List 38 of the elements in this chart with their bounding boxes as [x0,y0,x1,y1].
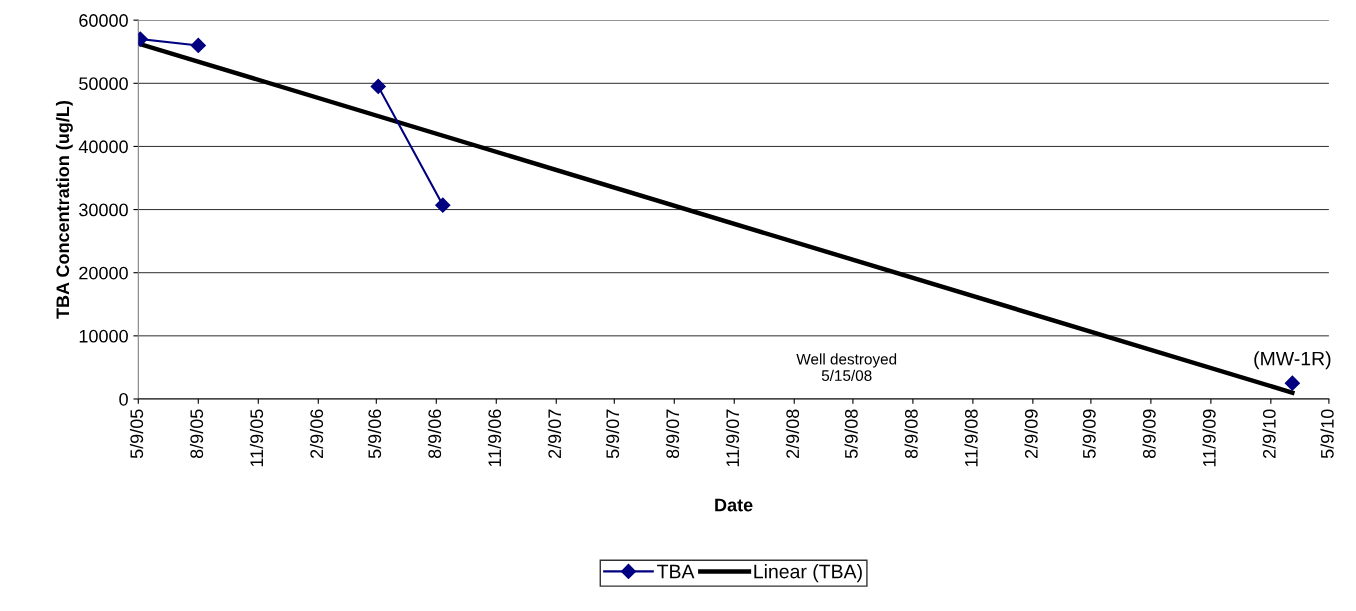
y-tick-label: 10000 [79,329,128,343]
y-tick-label: 40000 [78,140,128,154]
y-tick-label: 20000 [79,266,128,280]
x-tick-label: 5/9/08 [844,409,858,459]
x-tick-label: 8/9/07 [665,409,680,459]
legend-label: Linear (TBA) [754,564,862,583]
x-tick-label: 2/9/10 [1262,409,1276,458]
y-tick-label: 60000 [79,14,128,27]
point [190,37,206,53]
point [435,197,451,213]
annotation: Well destroyed 5/15/08 [796,353,897,382]
x-tick-label: 11/9/07 [725,409,740,467]
x-axis-title: Date [715,498,753,512]
x-tick-label: 5/9/06 [367,409,382,459]
legend-label: TBA [657,564,695,579]
x-tick-label: 5/9/05 [129,409,144,459]
annotation: (MW-1R) [1254,351,1331,370]
x-tick-label: 2/9/08 [785,409,800,458]
y-axis-title: TBA Concentration (ug/L) [55,100,73,319]
y-tick-label: 0 [119,392,128,406]
point [370,78,386,95]
x-tick-label: 5/9/10 [1320,409,1334,459]
x-tick-label: 2/9/07 [547,409,562,458]
x-tick-label: 11/9/06 [487,409,502,467]
x-tick-label: 2/9/06 [309,409,324,458]
x-tick-label: 11/9/08 [964,409,978,467]
x-tick-label: 5/9/09 [1082,409,1096,459]
x-tick-label: 11/9/09 [1202,409,1216,467]
x-tick-label: 2/9/09 [1024,409,1038,458]
y-tick-label: 30000 [79,203,128,217]
x-tick-label: 8/9/09 [1142,409,1156,459]
y-tick-label: 50000 [79,77,128,91]
x-tick-label: 8/9/06 [427,409,442,459]
x-tick-label: 8/9/05 [189,409,204,459]
x-tick-label: 11/9/05 [249,409,264,467]
x-tick-label: 5/9/07 [605,409,620,459]
x-tick-label: 8/9/08 [904,409,918,459]
point [1284,375,1300,391]
